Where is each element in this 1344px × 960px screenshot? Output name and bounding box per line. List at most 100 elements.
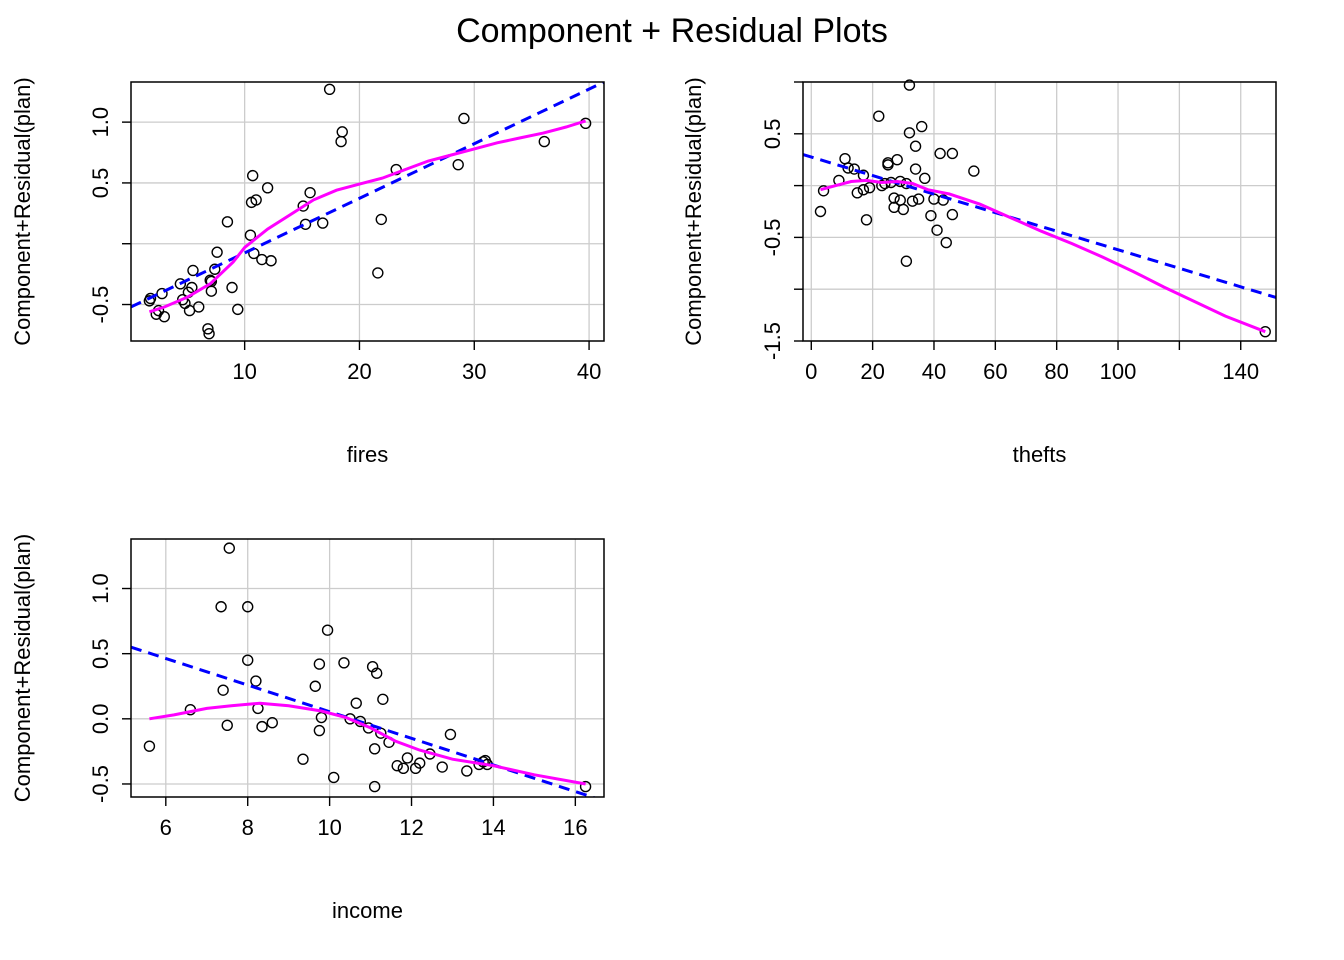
panel-3-x-axis: 6 8 10 12 14 16 xyxy=(160,797,588,840)
panel-2-x-tick-label-3: 60 xyxy=(983,359,1007,384)
panel-3-point-14 xyxy=(313,658,326,670)
panel-3-point-18 xyxy=(328,771,340,784)
panel-2-y-axis: -1.5 -0.5 0.5 xyxy=(760,81,803,360)
panel-1-point-39 xyxy=(372,267,384,279)
panel-3-point-27 xyxy=(371,667,383,679)
panel-1-point-42 xyxy=(452,158,464,171)
panel-3-point-19 xyxy=(338,657,350,669)
panel-3-point-0 xyxy=(143,740,156,752)
panel-3-point-12 xyxy=(297,753,309,765)
panel-2-point-38 xyxy=(940,236,952,249)
panel-2-point-37 xyxy=(937,194,949,206)
panel-3-point-26 xyxy=(368,780,381,793)
panel-3-grid xyxy=(131,539,604,797)
panel-3-point-35 xyxy=(414,757,426,769)
panel-1-fit-line xyxy=(131,82,604,309)
panel-2-smooth-line xyxy=(820,178,1266,334)
panel-2-point-39 xyxy=(946,147,959,160)
panel-1-x-tick-label-2: 30 xyxy=(462,359,486,384)
panel-2-y-axis-label: Component+Residual(plan) xyxy=(681,77,706,345)
panel-3-point-6 xyxy=(242,601,254,613)
panel-3-point-21 xyxy=(350,697,362,709)
panel-3-fit-line xyxy=(131,645,597,797)
panel-2-point-26 xyxy=(903,127,916,139)
panel-3-point-8 xyxy=(250,675,262,687)
panel-3: 6 8 10 12 14 16 -0.5 0.0 0.5 1.0 income Component+R… xyxy=(10,534,605,923)
panel-1-x-tick-label-3: 40 xyxy=(577,359,601,384)
panel-1-points xyxy=(143,83,592,340)
panel-2-point-40 xyxy=(946,208,959,221)
panel-1-point-34 xyxy=(304,186,316,199)
panel-1-y-axis-label: Component+Residual(plan) xyxy=(10,77,35,345)
panel-3-point-37 xyxy=(436,761,448,773)
panel-3-point-31 xyxy=(391,760,403,772)
panel-1-point-21 xyxy=(221,216,234,228)
panel-1-point-20 xyxy=(211,246,223,258)
panel-1-x-tick-label-0: 10 xyxy=(232,359,256,384)
panel-3-point-29 xyxy=(377,693,389,705)
panel-2-point-22 xyxy=(897,203,910,216)
panel-1-x-axis-label: fires xyxy=(347,442,389,467)
panel-2-point-33 xyxy=(925,209,937,222)
panel-2-point-0 xyxy=(814,205,827,218)
panel-3-point-11 xyxy=(266,717,278,729)
panel-2-frame xyxy=(802,81,1277,342)
panel-3-frame xyxy=(130,538,605,798)
panel-3-point-25 xyxy=(368,743,381,755)
panel-3-x-axis-label: income xyxy=(332,898,403,923)
panel-2-fit-line xyxy=(803,153,1276,299)
panel-1-point-30 xyxy=(261,182,274,194)
panel-3-point-33 xyxy=(401,752,414,764)
panel-1-point-26 xyxy=(246,169,259,182)
panel-1-point-40 xyxy=(375,213,387,226)
panel-1-point-11 xyxy=(186,281,198,294)
panel-2: 0 20 40 60 80 100 140 -1.5 -0.5 0.5 thefts Componen… xyxy=(681,77,1277,467)
panel-2-point-25 xyxy=(903,79,916,91)
panel-1-point-38 xyxy=(336,126,348,138)
panels: 10 20 30 40 -0.5 0.5 1.0 fires Component+Residua… xyxy=(10,77,1277,923)
panel-2-point-41 xyxy=(968,165,980,177)
panel-1-smooth-line xyxy=(148,119,587,314)
panel-2-x-tick-label-0: 0 xyxy=(805,359,817,384)
panel-3-y-tick-label-3: 1.0 xyxy=(88,573,113,604)
panel-2-point-30 xyxy=(912,193,925,205)
panel-1-point-22 xyxy=(226,281,238,294)
panel-1-point-24 xyxy=(244,229,257,241)
panel-3-point-32 xyxy=(397,762,410,775)
panel-3-y-axis-label: Component+Residual(plan) xyxy=(10,534,35,802)
panel-3-y-tick-label-0: -0.5 xyxy=(88,765,113,803)
panel-1-point-28 xyxy=(250,194,262,206)
panel-1-frame xyxy=(130,81,605,342)
panel-2-point-32 xyxy=(919,172,931,185)
panel-1-y-tick-label-2: 0.5 xyxy=(88,168,113,199)
panel-2-point-10 xyxy=(863,181,876,194)
panel-2-point-28 xyxy=(909,140,922,152)
panel-1-point-15 xyxy=(203,328,215,340)
panel-1-point-6 xyxy=(174,278,187,290)
panel-3-x-tick-label-4: 14 xyxy=(481,815,505,840)
panel-2-point-6 xyxy=(851,187,863,199)
panel-1-point-32 xyxy=(297,200,309,212)
panel-1-point-18 xyxy=(205,285,218,297)
panel-1-x-axis: 10 20 30 40 xyxy=(232,341,601,384)
panel-2-y-tick-label-0: -1.5 xyxy=(760,322,785,360)
figure-title: Component + Residual Plots xyxy=(456,12,888,50)
panel-1-point-23 xyxy=(232,303,244,316)
panel-3-x-tick-label-2: 10 xyxy=(317,815,341,840)
panel-3-x-tick-label-0: 6 xyxy=(160,815,172,840)
panel-1-point-19 xyxy=(209,263,221,275)
panel-1-point-13 xyxy=(193,301,205,313)
panel-3-point-7 xyxy=(242,654,254,666)
panel-3-smooth-line xyxy=(149,701,586,786)
panel-1-point-5 xyxy=(158,310,170,323)
panel-1: 10 20 30 40 -0.5 0.5 1.0 fires Component+Residua… xyxy=(10,77,605,467)
panel-1-point-44 xyxy=(538,135,551,148)
panel-1-point-31 xyxy=(265,255,277,267)
panel-2-point-42 xyxy=(1259,325,1271,338)
panel-3-point-38 xyxy=(444,728,457,741)
panel-1-y-axis: -0.5 0.5 1.0 xyxy=(88,107,131,323)
panel-1-point-35 xyxy=(317,217,329,229)
panel-3-point-4 xyxy=(221,719,233,732)
